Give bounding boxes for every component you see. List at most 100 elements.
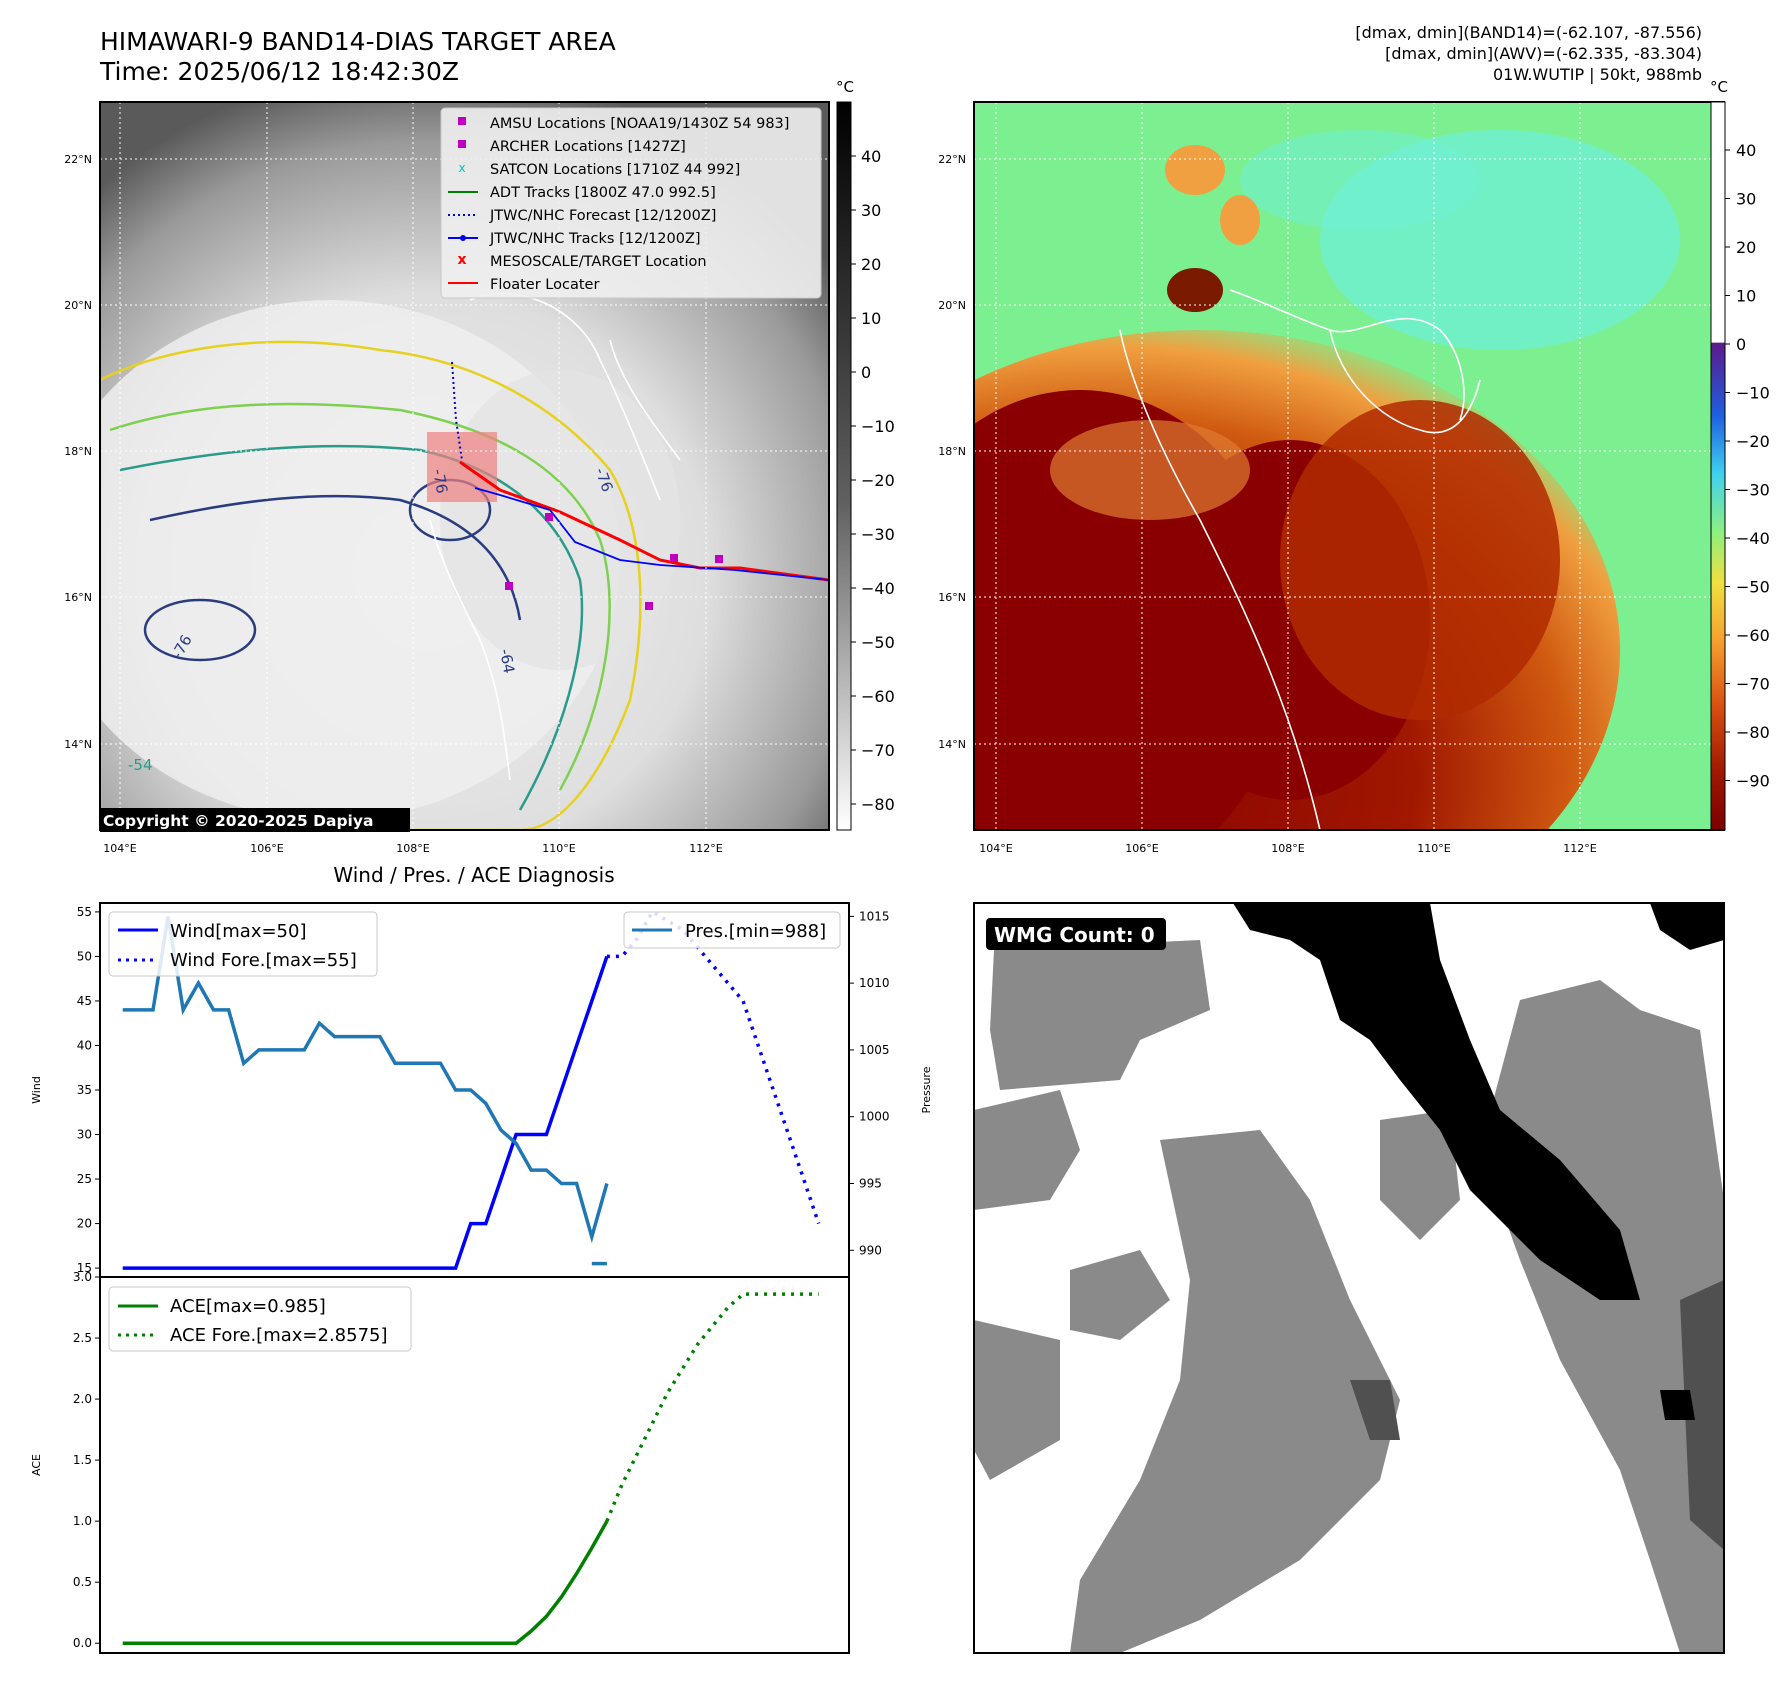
lat-tick-label: 22°N — [64, 153, 92, 166]
ir-colorbar-tick: −20 — [861, 471, 895, 490]
lat-tick-label: 16°N — [64, 591, 92, 604]
ir-colorbar-tick: −80 — [861, 795, 895, 814]
awv-colorbar-tick: −20 — [1736, 432, 1770, 451]
awv-colorbar-tick: 0 — [1736, 335, 1746, 354]
legend-item: ARCHER Locations [1427Z] — [490, 139, 686, 155]
lat-tick-label: 18°N — [938, 445, 966, 458]
y-tick-label: 55 — [77, 905, 92, 919]
y-right-tick-label: 1000 — [859, 1110, 890, 1124]
info-line3: 01W.WUTIP | 50kt, 988mb — [1493, 65, 1702, 84]
figure-title-line1: HIMAWARI-9 BAND14-DIAS TARGET AREA — [100, 27, 616, 56]
lon-tick-label: 104°E — [979, 842, 1012, 855]
awv-colorbar-tick: −50 — [1736, 578, 1770, 597]
y-tick-label: 35 — [77, 1083, 92, 1097]
lat-tick-label: 14°N — [64, 738, 92, 751]
awv-colorbar-tick: 20 — [1736, 238, 1756, 257]
awv-colorbar-tick: −70 — [1736, 675, 1770, 694]
y-right-tick-label: 1010 — [859, 976, 890, 990]
y-tick-label: 0.0 — [73, 1636, 92, 1650]
ir-colorbar-tick: −10 — [861, 417, 895, 436]
ir-colorbar-tick: 0 — [861, 363, 871, 382]
info-line2: [dmax, dmin](AWV)=(-62.335, -83.304) — [1385, 44, 1702, 63]
awv-colorbar-tick: −90 — [1736, 772, 1770, 791]
copyright-badge — [100, 808, 410, 832]
wmg-count-label: WMG Count: 0 — [994, 923, 1155, 947]
awv-colorbar — [1710, 101, 1726, 831]
pres-legend: Pres.[min=988] — [623, 911, 841, 949]
lat-tick-label: 22°N — [938, 153, 966, 166]
y-tick-label: 2.0 — [73, 1392, 92, 1406]
wind-chart: Wind / Pres. / ACE Diagnosis 15 20 25 30 35 4… — [30, 863, 933, 1278]
ace-legend: ACE[max=0.985] ACE Fore.[max=2.8575] — [108, 1286, 412, 1352]
ir-colorbar-tick: −50 — [861, 633, 895, 652]
pressure-axis-label: Pressure — [920, 1066, 933, 1113]
lon-tick-label: 110°E — [542, 842, 575, 855]
y-tick-label: 25 — [77, 1172, 92, 1186]
y-tick-label: 40 — [77, 1038, 92, 1052]
legend-item: Pres.[min=988] — [685, 921, 826, 942]
wmg-count-badge — [986, 918, 1166, 950]
ir-colorbar-tick: −30 — [861, 525, 895, 544]
awv-colorbar-tick: 40 — [1736, 141, 1756, 160]
y-right-tick-label: 1015 — [859, 909, 890, 923]
y-right-tick-label: 990 — [859, 1243, 882, 1257]
legend-item: MESOSCALE/TARGET Location — [490, 254, 707, 270]
awv-colorbar-tick: −30 — [1736, 481, 1770, 500]
ir-colorbar-tick: −40 — [861, 579, 895, 598]
wmg-panel: WMG Count: 0 — [973, 902, 1725, 1654]
contour-label: -54 — [128, 756, 153, 774]
awv-colorbar-tick: −40 — [1736, 529, 1770, 548]
map-tick-labels: 104°E 104°E 106°E 106°E 108°E 108°E 110°E 110°E… — [64, 153, 1597, 855]
awv-colorbar-tick: −10 — [1736, 384, 1770, 403]
ir-colorbar — [836, 101, 852, 831]
awv-colorbar-tick: −60 — [1736, 626, 1770, 645]
lat-tick-label: 16°N — [938, 591, 966, 604]
copyright-text: Copyright © 2020-2025 Dapiya — [103, 812, 373, 830]
ir-colorbar-tick: −70 — [861, 741, 895, 760]
y-right-tick-label: 995 — [859, 1177, 882, 1191]
legend-item: JTWC/NHC Tracks [12/1200Z] — [489, 231, 701, 247]
ace-axis-label: ACE — [30, 1454, 43, 1476]
y-tick-label: 45 — [77, 994, 92, 1008]
series-line-ace — [122, 1520, 609, 1645]
contour-label: -76 — [429, 468, 451, 495]
ir-colorbar-unit: °C — [836, 78, 854, 96]
lon-tick-label: 112°E — [689, 842, 722, 855]
svg-text:x: x — [458, 161, 465, 175]
ace-chart: 0.0 0.5 1.0 1.5 2.0 2.5 3.0 ACE ACE[max=0.985]… — [30, 1270, 850, 1654]
contour-label: -64 — [496, 648, 518, 675]
diagnosis-title: Wind / Pres. / ACE Diagnosis — [333, 863, 614, 887]
series-line-wind — [122, 955, 609, 1270]
y-tick-label: 20 — [77, 1217, 92, 1231]
legend-item: ACE[max=0.985] — [170, 1296, 326, 1317]
ir-colorbar-tick: 20 — [861, 255, 881, 274]
lon-tick-label: 110°E — [1417, 842, 1450, 855]
y-tick-label: 15 — [77, 1261, 92, 1275]
ir-colorbar-tick: 40 — [861, 147, 881, 166]
legend-item: JTWC/NHC Forecast [12/1200Z] — [489, 208, 716, 224]
lon-tick-label: 108°E — [1271, 842, 1304, 855]
lat-tick-label: 20°N — [938, 299, 966, 312]
y-tick-label: 30 — [77, 1128, 92, 1142]
legend-item: Floater Locater — [490, 277, 599, 293]
wind-axis-label: Wind — [30, 1076, 43, 1104]
ir-colorbar-tick: 10 — [861, 309, 881, 328]
lat-tick-label: 14°N — [938, 738, 966, 751]
wind-legend: Wind[max=50] Wind Fore.[max=55] — [108, 911, 378, 977]
legend-item: ADT Tracks [1800Z 47.0 992.5] — [490, 185, 716, 201]
y-tick-label: 1.5 — [73, 1453, 92, 1467]
y-tick-label: 1.0 — [73, 1514, 92, 1528]
lon-tick-label: 104°E — [103, 842, 136, 855]
y-tick-label: 3.0 — [73, 1270, 92, 1284]
lon-tick-label: 108°E — [396, 842, 429, 855]
legend-item: Wind Fore.[max=55] — [170, 950, 357, 971]
svg-text:x: x — [457, 252, 466, 268]
legend-item: Wind[max=50] — [170, 921, 307, 942]
y-right-tick-label: 1005 — [859, 1043, 890, 1057]
ir-legend: AMSU Locations [NOAA19/1430Z 54 983] ARC… — [440, 107, 822, 299]
lon-tick-label: 106°E — [1125, 842, 1158, 855]
y-tick-label: 2.5 — [73, 1331, 92, 1345]
ir-panel: -76 -76 -64 -54 -76 AMSU Locations [NOAA… — [99, 78, 895, 832]
lon-tick-label: 106°E — [250, 842, 283, 855]
y-tick-label: 0.5 — [73, 1575, 92, 1589]
